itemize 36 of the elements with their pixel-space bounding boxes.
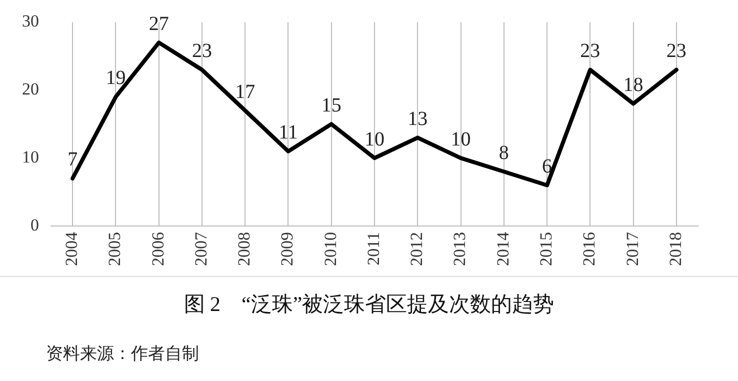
x-tick-label: 2011: [364, 232, 383, 266]
x-tick-label: 2005: [105, 232, 124, 266]
y-tick-label: 10: [22, 148, 39, 167]
data-label: 10: [450, 128, 471, 150]
x-tick-label: 2014: [493, 232, 512, 266]
data-label: 15: [321, 94, 342, 116]
text: 资料来源：作者自制: [46, 343, 199, 365]
data-label: 17: [235, 80, 256, 103]
data-label: 8: [498, 142, 509, 164]
data-label: 23: [580, 40, 600, 62]
data-label: 27: [148, 12, 169, 35]
data-label: 10: [364, 128, 384, 150]
data-label: 11: [278, 122, 298, 144]
data-label: 7: [68, 148, 78, 171]
x-tick-label: 2008: [234, 232, 254, 266]
x-tick-label: 2004: [62, 232, 82, 266]
x-tick-label: 2018: [666, 232, 685, 266]
x-tick-label: 2006: [148, 232, 168, 266]
y-tick-label: 20: [22, 80, 39, 99]
x-tick-label: 2016: [580, 232, 599, 266]
x-tick-label: 2007: [191, 232, 210, 266]
text: 图 2 “泛珠”被泛珠省区提及次数的趋势: [182, 291, 556, 318]
data-label: 6: [542, 155, 552, 178]
data-label: 18: [623, 74, 644, 96]
data-label: 23: [666, 40, 686, 62]
y-tick-label: 30: [22, 12, 39, 31]
x-tick-label: 2012: [407, 232, 426, 266]
data-label: 13: [408, 108, 428, 130]
x-tick-label: 2009: [278, 232, 297, 266]
data-label: 23: [192, 40, 212, 62]
x-tick-label: 2013: [450, 232, 470, 266]
data-label: 19: [106, 67, 126, 90]
x-tick-label: 2017: [622, 232, 642, 266]
x-tick-label: 2010: [320, 232, 340, 266]
y-tick-label: 0: [30, 215, 39, 234]
x-tick-label: 2015: [536, 232, 556, 266]
